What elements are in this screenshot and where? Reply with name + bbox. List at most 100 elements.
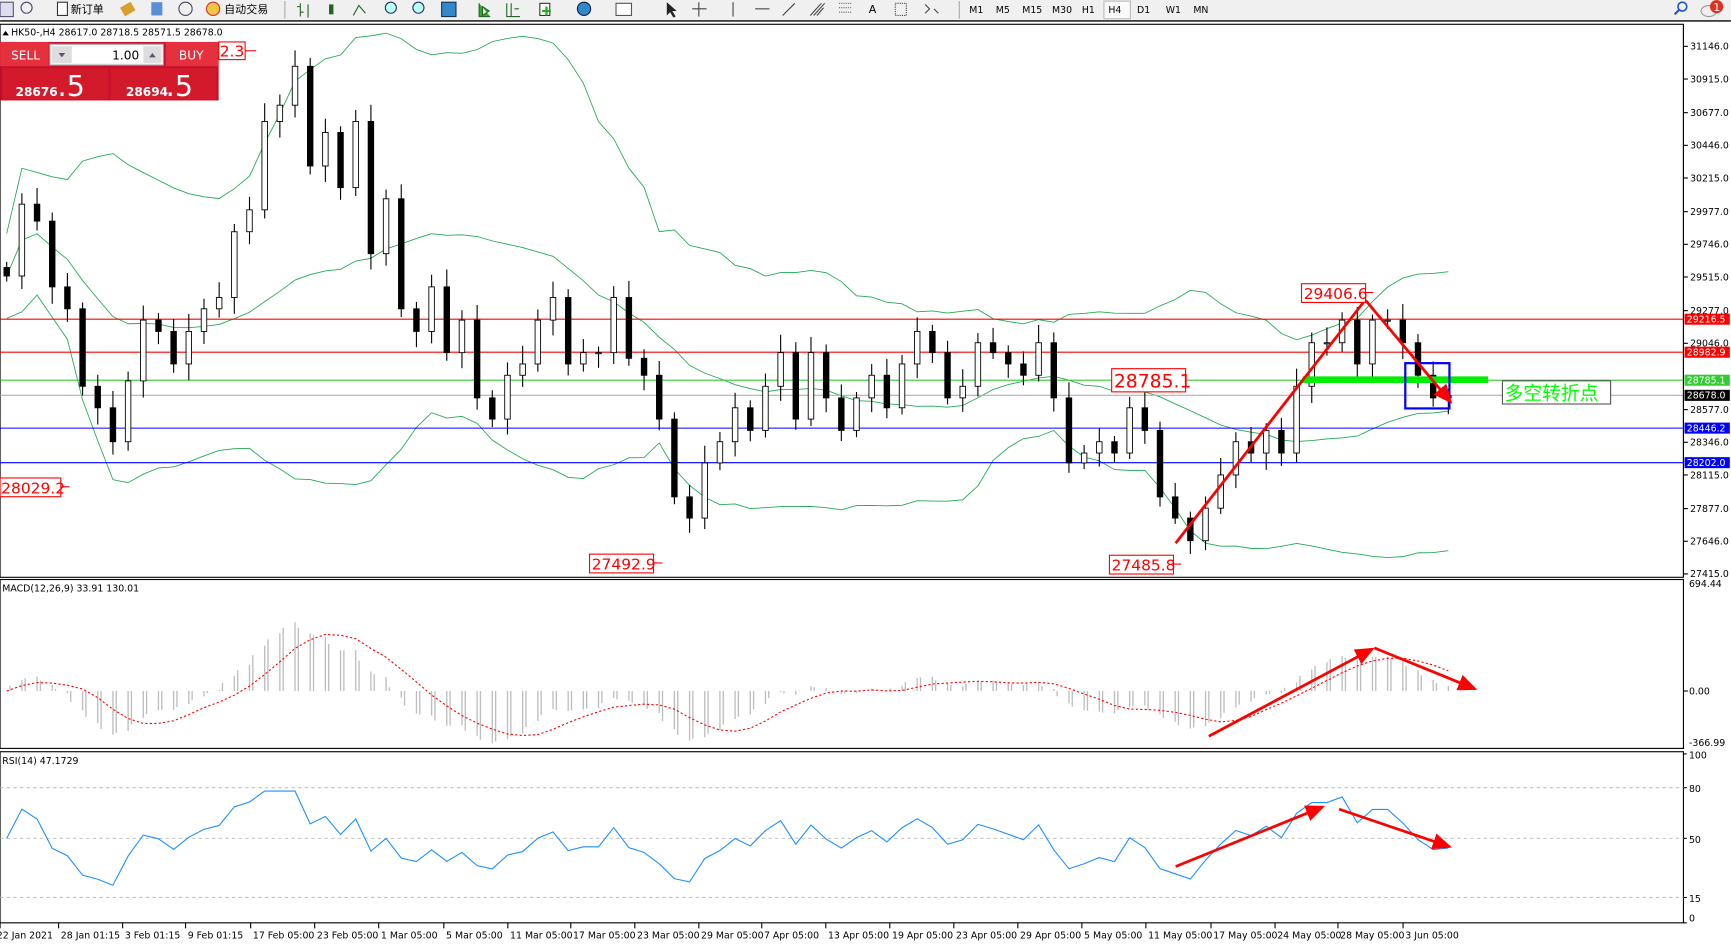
chart-icon[interactable] (0, 1, 14, 18)
candle-bull (428, 286, 435, 332)
candle-bear (1065, 397, 1073, 464)
candle-bear (929, 330, 936, 354)
candle-bull (853, 397, 860, 431)
timeframe-d1[interactable]: D1 (1137, 5, 1150, 16)
pivot-text[interactable]: 多空转折点 (1505, 383, 1599, 405)
candle-bull (291, 65, 299, 106)
text-icon[interactable]: A (869, 3, 877, 16)
zoom-out-icon[interactable] (412, 1, 425, 14)
rsi-axis-label: 80 (1689, 784, 1701, 795)
cursor-icon[interactable] (666, 2, 677, 18)
macd-up-arrow[interactable] (1208, 647, 1375, 738)
candle-bull (1293, 385, 1300, 454)
rsi-panel[interactable] (0, 751, 1685, 924)
sell-price-button[interactable] (2, 68, 109, 100)
label-low-left[interactable]: 28029.2 (1, 479, 65, 497)
rsi-up-arrow[interactable] (1175, 805, 1326, 868)
periods-icon[interactable] (576, 1, 592, 17)
candle-bear (307, 65, 314, 167)
timeframe-m30[interactable]: M30 (1052, 5, 1072, 16)
label-high-may[interactable]: 29406.6 (1304, 285, 1368, 303)
chevron-up-icon (149, 52, 156, 58)
bb-upper-line (6, 32, 1449, 341)
buy-button[interactable] (165, 41, 219, 67)
timeframe-h1[interactable]: H1 (1082, 5, 1095, 16)
sell-price-pips: .5 (57, 69, 84, 103)
auto-trade-icon[interactable] (205, 1, 221, 17)
timeframe-w1[interactable]: W1 (1166, 5, 1181, 16)
candle-bear (686, 496, 693, 519)
new-order-button[interactable]: 新订单 (71, 2, 104, 16)
candle-bull (1323, 342, 1331, 345)
candle-bear (489, 397, 496, 420)
price-tick-label: 27646.0 (1690, 537, 1729, 548)
time-tick-label: 5 May 05:00 (1084, 930, 1142, 941)
bar-chart-icon[interactable] (297, 3, 309, 18)
label-partial[interactable]: 2.3 (220, 42, 245, 60)
line-chart-icon[interactable] (352, 4, 366, 16)
lot-input[interactable] (71, 46, 143, 63)
sell-button[interactable] (0, 41, 49, 67)
zoom-in-icon[interactable] (384, 1, 397, 14)
templates-icon[interactable] (615, 2, 633, 17)
uptrend-arrow[interactable] (1174, 301, 1365, 544)
time-tick-label: 22 Jan 2021 (0, 930, 53, 941)
candle-bear (1399, 319, 1407, 344)
candle-bear (1156, 429, 1164, 498)
candle-bull (549, 297, 557, 321)
fibo-channel-icon[interactable] (809, 2, 826, 16)
label-low-mar[interactable]: 27492.9 (592, 556, 656, 574)
chart-shift-icon[interactable] (506, 3, 520, 18)
candle-bear (1005, 352, 1012, 365)
folder-icon[interactable] (120, 1, 136, 17)
tile-icon[interactable] (441, 1, 457, 18)
level-tag (1684, 313, 1730, 325)
timeframe-m1[interactable]: M1 (969, 5, 983, 16)
candle-bull (519, 363, 526, 376)
signal-icon[interactable] (178, 1, 193, 17)
time-tick-label: 13 Apr 05:00 (828, 930, 889, 941)
new-order-icon[interactable] (56, 1, 68, 17)
timeframe-h4[interactable]: H4 (1108, 5, 1121, 16)
indicators-icon[interactable] (539, 2, 551, 17)
candle-chart-icon[interactable] (329, 4, 334, 15)
rsi-down-arrow[interactable] (1338, 807, 1453, 850)
fibo-icon[interactable] (839, 2, 853, 13)
candle-bull (1217, 474, 1224, 509)
arrows-icon[interactable] (924, 4, 939, 14)
timeframe-mn[interactable]: MN (1193, 5, 1208, 16)
candle-bear (1050, 342, 1057, 399)
candle-bull (580, 352, 587, 365)
candle-bear (49, 220, 56, 288)
market-icon[interactable] (151, 2, 163, 16)
time-tick-label: 17 Mar 05:00 (573, 930, 636, 941)
trendline-icon[interactable] (782, 2, 796, 16)
candle-bull (731, 407, 739, 443)
macd-down-arrow[interactable] (1373, 646, 1478, 691)
auto-trade-button[interactable]: 自动交易 (224, 2, 268, 16)
search-icon[interactable] (1677, 1, 1688, 12)
main-chart-panel[interactable] (0, 23, 1685, 578)
collapse-icon[interactable] (2, 30, 9, 36)
label-pivot[interactable]: 28785.1 (1114, 371, 1192, 392)
time-tick-label: 3 Feb 01:15 (125, 930, 181, 941)
downtrend-arrow[interactable] (1364, 299, 1453, 404)
buy-price-button[interactable] (110, 68, 217, 100)
timeframe-m15[interactable]: M15 (1022, 5, 1042, 16)
label-icon[interactable] (894, 2, 907, 17)
candle-bull (215, 297, 223, 310)
zoom-window-icon[interactable] (20, 1, 33, 14)
candle-bear (64, 286, 71, 310)
label-low-may[interactable]: 27485.8 (1112, 557, 1176, 575)
crosshair-icon[interactable] (692, 2, 707, 17)
candle-bull (959, 385, 966, 399)
timeframe-m5[interactable]: M5 (996, 5, 1010, 16)
candle-bear (625, 297, 633, 359)
candle-bull (261, 121, 268, 211)
lot-value: 1.00 (112, 49, 139, 63)
time-tick-label: 23 Feb 05:00 (317, 930, 379, 941)
candle-bear (473, 319, 481, 399)
price-tick-label: 29277.0 (1690, 306, 1729, 317)
autoscroll-icon[interactable] (478, 3, 491, 18)
